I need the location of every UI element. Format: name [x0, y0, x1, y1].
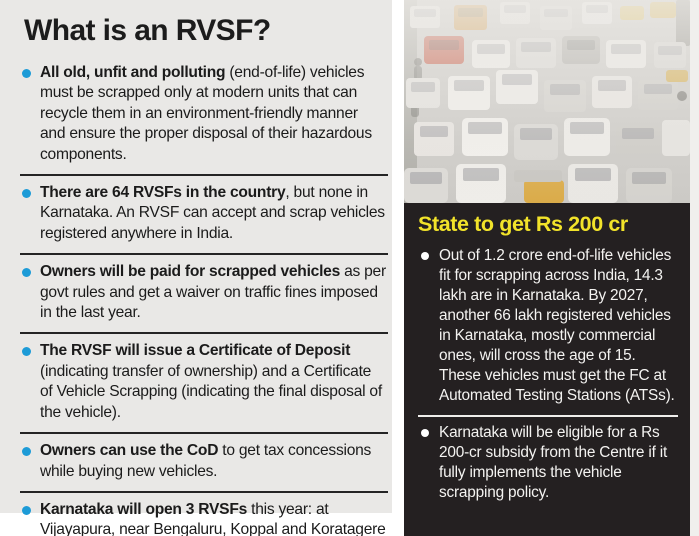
subsidy-bullet-list: Out of 1.2 crore end-of-life vehicles fi… — [418, 240, 678, 512]
list-item: There are 64 RVSFs in the country, but n… — [20, 176, 388, 256]
bullet-text: to get tax concessions while buying new … — [40, 442, 372, 480]
bullet-text: (indicating transfer of ownership) and a… — [40, 362, 382, 421]
bullet-text: (end-of-life) vehicles must be scrapped … — [40, 64, 372, 163]
bullet-icon — [22, 268, 31, 278]
list-item: Karnataka will open 3 RVSFs this year: a… — [20, 493, 388, 536]
list-item: Karnataka will be eligible for a Rs 200-… — [418, 417, 678, 512]
subsidy-panel-title: State to get Rs 200 cr — [418, 212, 628, 236]
list-item: All old, unfit and polluting (end-of-lif… — [20, 56, 388, 177]
bullet-lead: Owners can use the CoD — [40, 442, 219, 460]
traffic-jam-photo — [404, 0, 690, 203]
subsidy-panel: State to get Rs 200 cr Out of 1.2 crore … — [404, 203, 690, 536]
bullet-lead: There are 64 RVSFs in the country — [40, 184, 286, 202]
bullet-lead: Owners will be paid for scrapped vehicle… — [40, 263, 340, 281]
bullet-icon — [421, 252, 429, 260]
list-item: Owners will be paid for scrapped vehicle… — [20, 255, 388, 335]
page-title: What is an RVSF? — [24, 14, 271, 47]
bullet-lead: All old, unfit and polluting — [40, 64, 226, 81]
bullet-icon — [22, 347, 31, 357]
bullet-icon — [22, 69, 31, 78]
bullet-icon — [22, 447, 31, 457]
bullet-text: Out of 1.2 crore end-of-life vehicles fi… — [439, 247, 675, 404]
bullet-text: Karnataka will be eligible for a Rs 200-… — [439, 424, 668, 501]
bullet-lead: The RVSF will issue a Certificate of Dep… — [40, 342, 351, 360]
bullet-text: this year: at Vijayapura, near Bengaluru… — [40, 500, 386, 536]
right-margin-strip — [690, 0, 699, 536]
bullet-icon — [22, 505, 31, 515]
bullet-text: as per govt rules and get a waiver on tr… — [40, 263, 386, 322]
bullet-icon — [421, 429, 429, 437]
bullet-icon — [22, 189, 31, 199]
rvsf-info-panel: What is an RVSF? All old, unfit and poll… — [0, 0, 392, 536]
bullet-text: , but none in Karnataka. An RVSF can acc… — [40, 184, 385, 242]
bullet-lead: Karnataka will open 3 RVSFs — [40, 500, 248, 518]
list-item: The RVSF will issue a Certificate of Dep… — [20, 334, 388, 435]
rvsf-bullet-list: All old, unfit and polluting (end-of-lif… — [20, 56, 388, 536]
list-item: Out of 1.2 crore end-of-life vehicles fi… — [418, 240, 678, 417]
list-item: Owners can use the CoD to get tax conces… — [20, 434, 388, 493]
